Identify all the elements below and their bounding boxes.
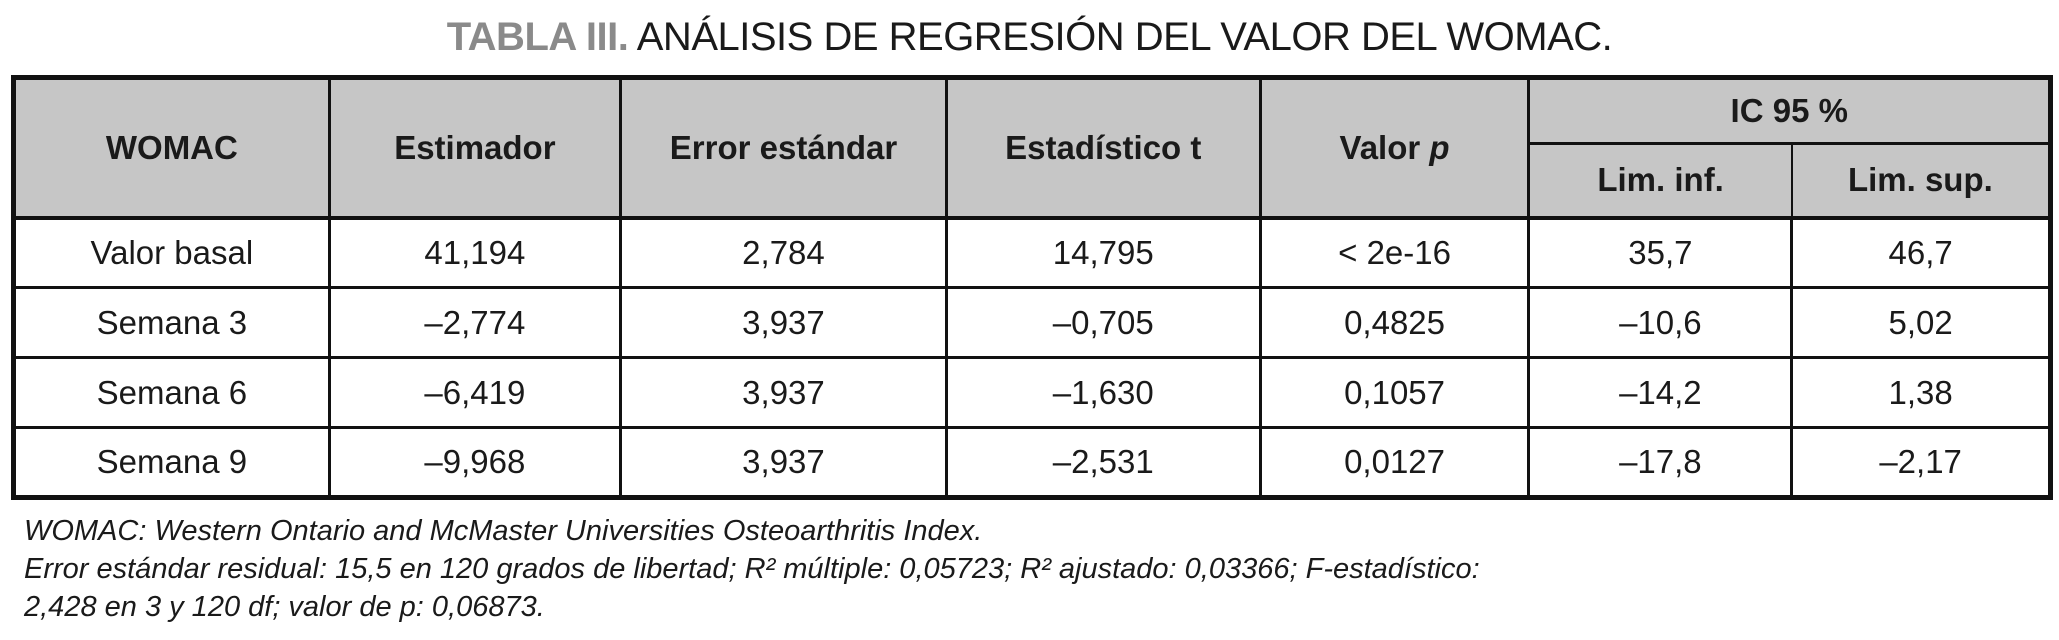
cell-estadistico-t: 14,795 <box>944 216 1262 289</box>
cell-estimador: –6,419 <box>327 356 623 429</box>
table-row-semana-6: Semana 6 –6,419 3,937 –1,630 0,1057 –14,… <box>12 356 2052 429</box>
col-header-error-estandar: Error estándar <box>619 76 948 220</box>
cell-error-estandar: 2,784 <box>619 216 948 289</box>
cell-estadistico-t: –1,630 <box>944 356 1262 429</box>
cell-estimador: –2,774 <box>327 286 623 359</box>
cell-estadistico-t: –2,531 <box>944 426 1262 499</box>
cell-lim-inf: –10,6 <box>1527 286 1794 359</box>
cell-valor-p: 0,1057 <box>1258 356 1531 429</box>
col-header-ic95: IC 95 % <box>1527 76 2052 145</box>
col-header-estadistico-t: Estadístico t <box>944 76 1262 220</box>
footnote-stats-line-2: 2,428 en 3 y 120 df; valor de p: 0,06873… <box>24 591 545 623</box>
table-row-semana-9: Semana 9 –9,968 3,937 –2,531 0,0127 –17,… <box>12 426 2052 499</box>
col-header-valor-p: Valor p <box>1258 76 1531 220</box>
cell-lim-sup: –2,17 <box>1790 426 2052 499</box>
header-row-top: WOMAC Estimador Error estándar Estadísti… <box>12 76 2052 220</box>
cell-estimador: –9,968 <box>327 426 623 499</box>
cell-row-label: Valor basal <box>12 216 331 289</box>
table-row-semana-3: Semana 3 –2,774 3,937 –0,705 0,4825 –10,… <box>12 286 2052 359</box>
col-header-lim-inf: Lim. inf. <box>1527 142 1793 220</box>
col-header-lim-sup: Lim. sup. <box>1790 142 2052 220</box>
valor-p-symbol: p <box>1429 128 1450 166</box>
footnote-abbreviation: WOMAC: Western Ontario and McMaster Univ… <box>24 515 983 547</box>
valor-p-label: Valor <box>1339 128 1421 166</box>
cell-error-estandar: 3,937 <box>619 286 948 359</box>
cell-lim-inf: –14,2 <box>1527 356 1794 429</box>
cell-error-estandar: 3,937 <box>619 426 948 499</box>
col-header-womac: WOMAC <box>12 76 331 220</box>
col-header-estimador: Estimador <box>327 76 623 220</box>
footnotes: WOMAC: Western Ontario and McMaster Univ… <box>24 512 2059 626</box>
table-header: WOMAC Estimador Error estándar Estadísti… <box>12 76 2052 220</box>
cell-row-label: Semana 6 <box>12 356 331 429</box>
cell-valor-p: 0,0127 <box>1258 426 1531 499</box>
cell-lim-sup: 5,02 <box>1790 286 2052 359</box>
cell-row-label: Semana 9 <box>12 426 331 499</box>
cell-lim-sup: 1,38 <box>1790 356 2052 429</box>
regression-table: WOMAC Estimador Error estándar Estadísti… <box>11 75 2053 500</box>
cell-lim-inf: –17,8 <box>1527 426 1794 499</box>
cell-lim-sup: 46,7 <box>1790 216 2052 289</box>
table-title-text: ANÁLISIS DE REGRESIÓN DEL VALOR DEL WOMA… <box>636 15 1613 59</box>
cell-row-label: Semana 3 <box>12 286 331 359</box>
cell-estadistico-t: –0,705 <box>944 286 1262 359</box>
cell-estimador: 41,194 <box>327 216 623 289</box>
table-body: Valor basal 41,194 2,784 14,795 < 2e-16 … <box>12 216 2052 499</box>
table-title-number: TABLA III. <box>446 15 629 59</box>
table-title: TABLA III. ANÁLISIS DE REGRESIÓN DEL VAL… <box>0 0 2059 62</box>
table-row-valor-basal: Valor basal 41,194 2,784 14,795 < 2e-16 … <box>12 216 2052 289</box>
cell-valor-p: < 2e-16 <box>1258 216 1531 289</box>
cell-lim-inf: 35,7 <box>1527 216 1794 289</box>
cell-error-estandar: 3,937 <box>619 356 948 429</box>
header-row-sub: Lim. inf. Lim. sup. <box>14 142 2052 220</box>
footnote-stats-line-1: Error estándar residual: 15,5 en 120 gra… <box>24 553 1480 585</box>
cell-valor-p: 0,4825 <box>1258 286 1531 359</box>
